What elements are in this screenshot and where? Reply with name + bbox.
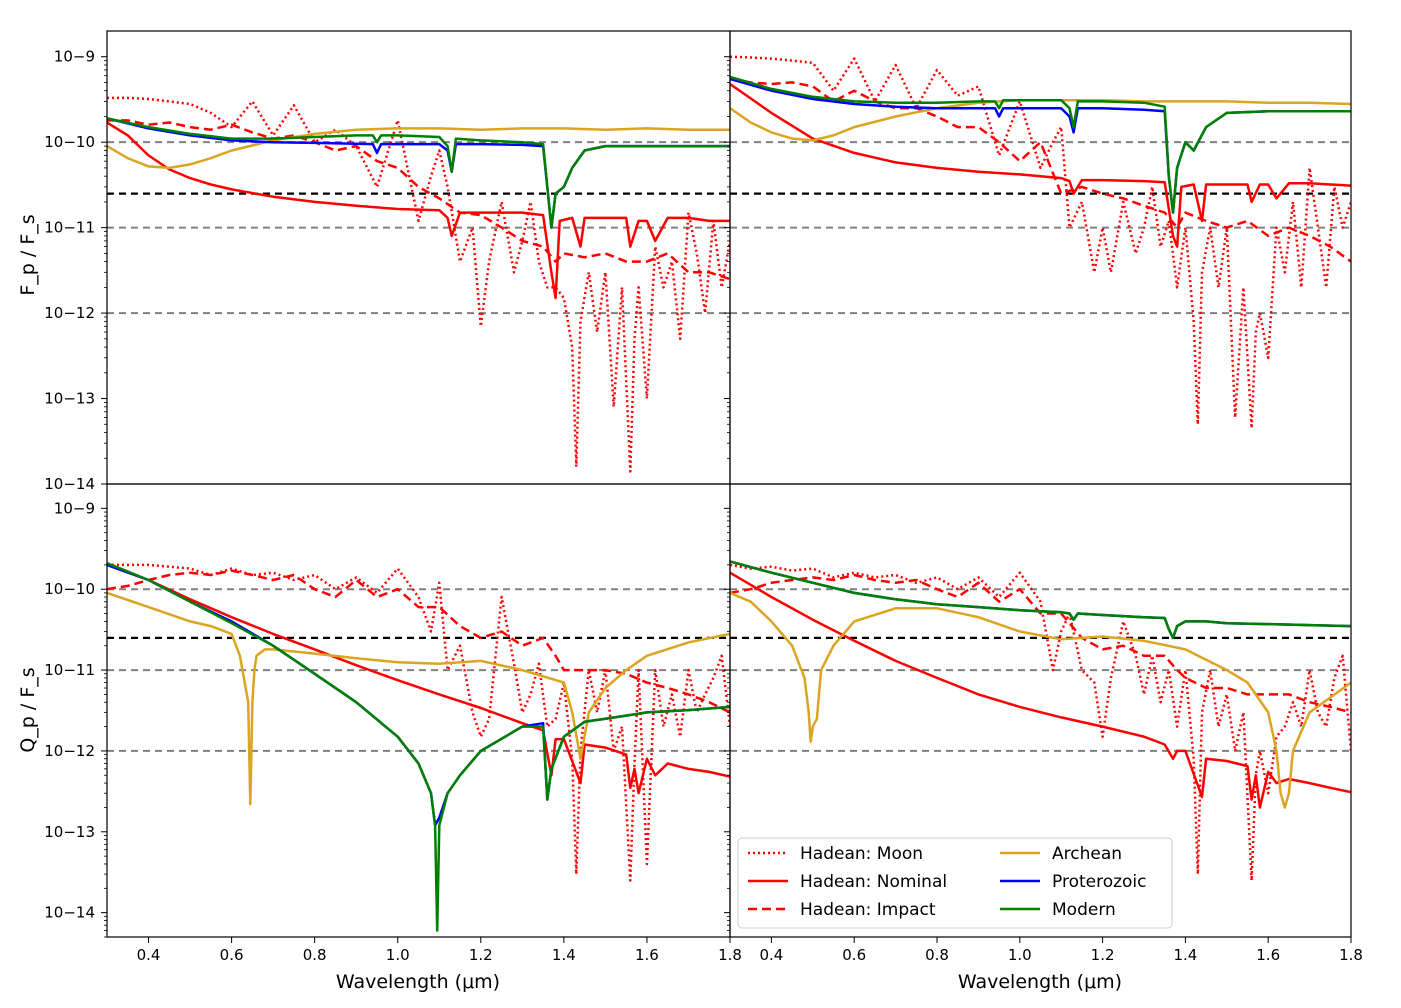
panel-bottom-left: 10−9 10−10 10−11 10−12 10−13 10−14 0.4 0.6 0.8 1.… xyxy=(44,483,742,964)
series-hadean-moon xyxy=(107,96,730,473)
y-tick-label: 10−14 xyxy=(44,904,95,922)
x-tick-label: 0.8 xyxy=(925,946,949,964)
plot-area-bottom-left xyxy=(107,561,730,932)
series-hadean-impact xyxy=(107,119,730,281)
panels: 10−910−1010−1110−1210−1310−1410−910−1010… xyxy=(44,30,1363,964)
series-modern xyxy=(730,75,1351,214)
plot-area-bottom-right xyxy=(730,560,1351,882)
y-tick-label: 10−13 xyxy=(44,390,95,408)
y-tick-label: 10−12 xyxy=(44,304,95,322)
y-tick-label: 10−11 xyxy=(44,219,95,237)
series-hadean-nominal xyxy=(730,571,1351,809)
x-tick-label: 1.0 xyxy=(386,946,410,964)
series-hadean-moon xyxy=(730,55,1351,430)
legend-label: Hadean: Moon xyxy=(800,844,923,864)
series-modern xyxy=(107,117,730,229)
series-hadean-impact xyxy=(730,573,1351,714)
series-hadean-impact xyxy=(730,77,1351,263)
x-tick-label: 1.6 xyxy=(1256,946,1280,964)
x-tick-label: 1.8 xyxy=(1339,946,1363,964)
series-modern xyxy=(730,560,1351,640)
panel-top-left: 10−9 10−10 10−11 10−12 10−13 10−14 xyxy=(44,30,731,493)
y-tick-label: 10−9 xyxy=(54,499,95,517)
legend-label: Hadean: Impact xyxy=(800,900,936,920)
x-tick-label: 0.6 xyxy=(842,946,866,964)
panel-frame xyxy=(106,30,731,485)
series-hadean-nominal xyxy=(107,563,730,795)
panel-bottom-right: 0.4 0.6 0.8 1.0 1.2 1.4 1.6 1.8 xyxy=(724,483,1363,964)
x-label-right: Wavelength (μm) xyxy=(958,971,1122,993)
y-tick-label: 10−12 xyxy=(44,742,95,760)
x-tick-label: 1.6 xyxy=(635,946,659,964)
x-tick-label: 1.0 xyxy=(1008,946,1032,964)
legend: Hadean: Moon Hadean: Nominal Hadean: Impac… xyxy=(737,837,1173,929)
x-tick-label: 1.2 xyxy=(469,946,493,964)
series-archean xyxy=(107,127,730,170)
y-tick-label: 10−9 xyxy=(54,48,95,66)
plot-area-top-left xyxy=(107,96,730,473)
x-tick-label: 1.4 xyxy=(1173,946,1197,964)
series-hadean-nominal xyxy=(730,82,1351,248)
x-tick-label: 1.4 xyxy=(552,946,576,964)
legend-label: Proterozoic xyxy=(1052,872,1147,892)
legend-box xyxy=(737,837,1173,929)
y-tick-label: 10−10 xyxy=(44,133,95,151)
x-tick-label: 0.8 xyxy=(303,946,327,964)
x-label-left: Wavelength (μm) xyxy=(336,971,500,993)
legend-label: Modern xyxy=(1052,900,1116,920)
panel-frame xyxy=(729,483,1352,938)
series-hadean-nominal xyxy=(107,121,730,300)
series-archean xyxy=(107,591,730,806)
series-archean xyxy=(730,98,1351,142)
y-label-bottom: Q_p / F_s xyxy=(17,667,39,752)
x-tick-label: 1.2 xyxy=(1091,946,1115,964)
plot-area-top-right xyxy=(730,55,1351,430)
series-hadean-moon xyxy=(107,563,730,882)
y-tick-label: 10−14 xyxy=(44,475,95,493)
y-tick-label: 10−13 xyxy=(44,823,95,841)
legend-label: Archean xyxy=(1052,844,1122,864)
y-label-top: F_p / F_s xyxy=(17,214,39,295)
x-tick-label: 1.8 xyxy=(718,946,742,964)
x-tick-label: 0.4 xyxy=(759,946,783,964)
y-tick-label: 10−10 xyxy=(44,580,95,598)
series-modern xyxy=(107,561,730,932)
legend-label: Hadean: Nominal xyxy=(800,872,947,892)
x-tick-label: 0.4 xyxy=(137,946,161,964)
series-archean xyxy=(730,591,1351,809)
panel-top-right xyxy=(724,30,1352,485)
y-tick-label: 10−11 xyxy=(44,661,95,679)
x-tick-label: 0.6 xyxy=(220,946,244,964)
